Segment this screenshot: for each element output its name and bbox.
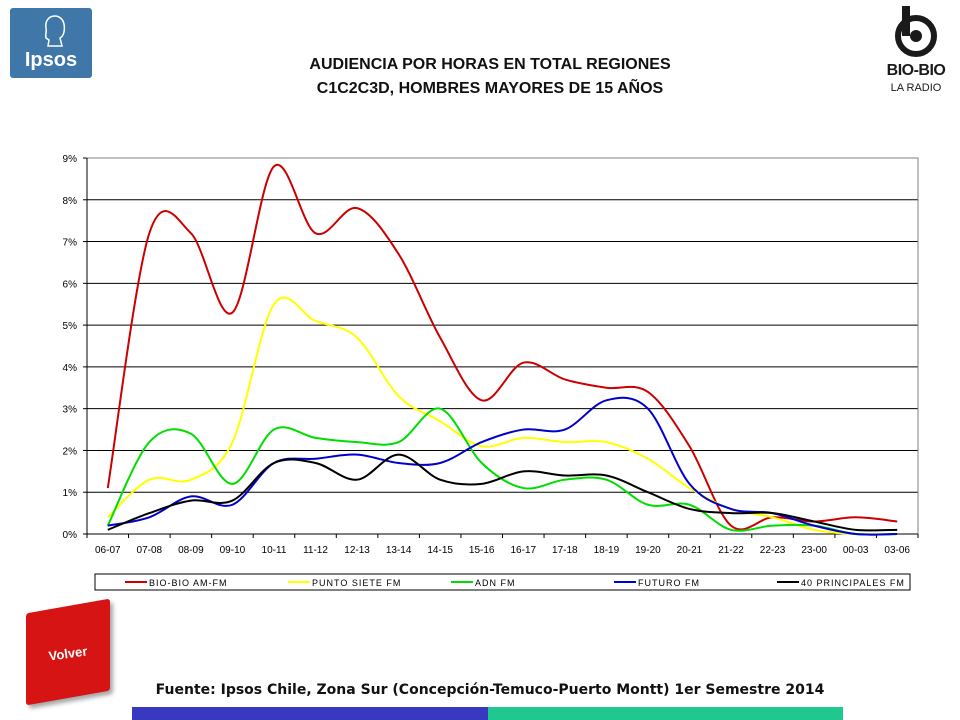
y-tick-label: 0% xyxy=(63,530,78,541)
legend-box xyxy=(94,573,911,591)
audience-line-chart: 0% 1% 2% 3% 4% 5% 6% 7% 8% 9% 06-07 07-08 08-09 09-10… xyxy=(63,154,919,591)
footer-bar-green xyxy=(488,707,843,720)
x-tick-label: 10-11 xyxy=(262,545,287,556)
x-tick-label: 09-10 xyxy=(220,545,246,556)
volver-button[interactable]: Volver xyxy=(26,598,110,706)
legend-label: FUTURO FM xyxy=(638,578,700,588)
x-tick-label: 19-20 xyxy=(635,545,661,556)
y-tick-label: 2% xyxy=(63,446,78,457)
x-tick-label: 23-00 xyxy=(801,545,827,556)
x-tick-label: 07-08 xyxy=(137,545,163,556)
chart-title-line1: AUDIENCIA POR HORAS EN TOTAL REGIONES xyxy=(309,56,671,73)
ipsos-logo: Ipsos xyxy=(10,8,92,78)
y-tick-label: 3% xyxy=(63,405,78,416)
x-tick-label: 12-13 xyxy=(344,545,370,556)
series-line-0 xyxy=(106,163,898,531)
biobio-logo-sub: LA RADIO xyxy=(890,82,942,94)
legend-label: 40 PRINCIPALES FM xyxy=(801,578,905,588)
y-tick-label: 1% xyxy=(63,488,78,499)
legend-label: ADN FM xyxy=(475,578,516,588)
x-tick-label: 11-12 xyxy=(303,545,328,556)
biobio-mark-icon xyxy=(895,6,937,57)
source-footer: Fuente: Ipsos Chile, Zona Sur (Concepció… xyxy=(155,682,825,698)
x-tick-label: 15-16 xyxy=(469,545,495,556)
y-tick-label: 5% xyxy=(63,321,78,332)
x-tick-label: 22-23 xyxy=(760,545,786,556)
x-tick-label: 16-17 xyxy=(510,545,536,556)
legend-label: PUNTO SIETE FM xyxy=(312,578,401,588)
y-tick-label: 9% xyxy=(63,154,78,165)
x-tick-label: 17-18 xyxy=(552,545,578,556)
ipsos-face-icon xyxy=(44,15,66,47)
biobio-logo-name: BIO-BIO xyxy=(886,62,946,79)
series-line-4 xyxy=(107,453,898,532)
x-tick-label: 21-22 xyxy=(718,545,744,556)
chart-title-line2: C1C2C3D, HOMBRES MAYORES DE 15 AÑOS xyxy=(316,80,664,97)
footer-bar-blue xyxy=(132,707,488,720)
series-line-2 xyxy=(106,407,898,536)
biobio-logo: BIO-BIO LA RADIO xyxy=(876,6,956,98)
x-tick-label: 18-19 xyxy=(594,545,620,556)
y-tick-label: 6% xyxy=(63,279,78,290)
y-tick-label: 8% xyxy=(63,196,78,207)
series-line-1 xyxy=(107,296,898,536)
x-tick-label: 06-07 xyxy=(95,545,121,556)
y-tick-label: 4% xyxy=(63,363,78,374)
ipsos-logo-text: Ipsos xyxy=(24,49,78,71)
x-tick-label: 20-21 xyxy=(677,545,703,556)
y-tick-label: 7% xyxy=(63,238,78,249)
x-tick-label: 13-14 xyxy=(386,545,412,556)
x-tick-label: 14-15 xyxy=(427,545,453,556)
legend-label: BIO-BIO AM-FM xyxy=(149,578,228,588)
x-tick-label: 00-03 xyxy=(843,545,869,556)
x-tick-label: 03-06 xyxy=(884,545,910,556)
x-tick-label: 08-09 xyxy=(178,545,204,556)
